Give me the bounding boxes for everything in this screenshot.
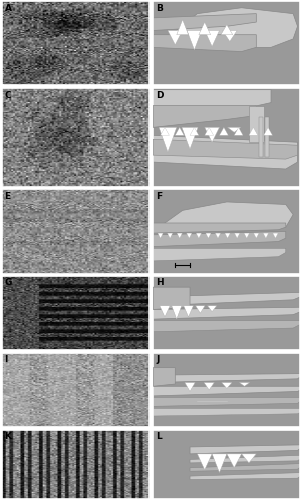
Polygon shape bbox=[205, 128, 220, 142]
Polygon shape bbox=[196, 233, 201, 238]
Polygon shape bbox=[153, 374, 300, 382]
Polygon shape bbox=[254, 233, 259, 238]
Polygon shape bbox=[153, 136, 297, 169]
Polygon shape bbox=[273, 233, 278, 238]
Polygon shape bbox=[190, 128, 199, 136]
Polygon shape bbox=[184, 306, 193, 317]
Polygon shape bbox=[249, 128, 258, 136]
Text: K: K bbox=[5, 432, 11, 440]
Text: I: I bbox=[5, 355, 8, 364]
Polygon shape bbox=[153, 307, 300, 319]
Polygon shape bbox=[196, 306, 205, 313]
Polygon shape bbox=[175, 128, 184, 136]
Text: B: B bbox=[156, 4, 163, 13]
Polygon shape bbox=[244, 233, 249, 238]
Polygon shape bbox=[190, 472, 300, 480]
Polygon shape bbox=[198, 454, 212, 470]
Polygon shape bbox=[153, 34, 256, 51]
Polygon shape bbox=[263, 233, 268, 238]
Polygon shape bbox=[259, 118, 263, 157]
Text: D: D bbox=[156, 90, 164, 100]
Polygon shape bbox=[265, 118, 269, 157]
Polygon shape bbox=[177, 20, 188, 34]
Polygon shape bbox=[235, 233, 240, 238]
Polygon shape bbox=[228, 128, 241, 132]
Polygon shape bbox=[249, 106, 264, 142]
Polygon shape bbox=[159, 128, 177, 152]
Text: H: H bbox=[156, 278, 164, 287]
Polygon shape bbox=[220, 128, 228, 136]
Polygon shape bbox=[205, 128, 214, 136]
Polygon shape bbox=[160, 306, 170, 317]
Polygon shape bbox=[153, 90, 271, 126]
Polygon shape bbox=[199, 22, 211, 34]
Polygon shape bbox=[182, 128, 198, 149]
Polygon shape bbox=[153, 14, 256, 30]
Polygon shape bbox=[153, 320, 300, 332]
Polygon shape bbox=[221, 24, 233, 34]
Polygon shape bbox=[158, 233, 163, 238]
Polygon shape bbox=[153, 223, 286, 233]
Polygon shape bbox=[153, 248, 286, 261]
Polygon shape bbox=[212, 454, 227, 472]
Polygon shape bbox=[153, 398, 300, 406]
Text: C: C bbox=[5, 90, 11, 100]
Polygon shape bbox=[190, 456, 300, 463]
Polygon shape bbox=[185, 382, 195, 392]
Polygon shape bbox=[242, 454, 256, 463]
Polygon shape bbox=[206, 233, 211, 238]
Polygon shape bbox=[227, 454, 242, 468]
Polygon shape bbox=[234, 128, 243, 136]
Polygon shape bbox=[187, 30, 202, 50]
Polygon shape bbox=[187, 233, 192, 238]
Polygon shape bbox=[190, 445, 300, 454]
Text: A: A bbox=[5, 4, 11, 13]
Text: G: G bbox=[5, 278, 12, 287]
Polygon shape bbox=[223, 30, 237, 42]
Polygon shape bbox=[153, 408, 300, 416]
Polygon shape bbox=[222, 382, 232, 388]
Text: F: F bbox=[156, 192, 162, 201]
Polygon shape bbox=[207, 306, 217, 312]
Text: E: E bbox=[5, 192, 11, 201]
Polygon shape bbox=[153, 386, 300, 396]
Polygon shape bbox=[264, 128, 272, 136]
Polygon shape bbox=[239, 382, 250, 386]
Polygon shape bbox=[177, 233, 182, 238]
Polygon shape bbox=[153, 202, 293, 232]
Polygon shape bbox=[190, 464, 300, 471]
Polygon shape bbox=[153, 287, 190, 310]
Polygon shape bbox=[225, 233, 230, 238]
Polygon shape bbox=[153, 106, 256, 128]
Polygon shape bbox=[153, 368, 175, 386]
Polygon shape bbox=[215, 233, 221, 238]
Polygon shape bbox=[153, 292, 300, 306]
Polygon shape bbox=[204, 382, 214, 390]
Polygon shape bbox=[161, 128, 169, 136]
Text: J: J bbox=[156, 355, 159, 364]
Polygon shape bbox=[205, 30, 220, 46]
Polygon shape bbox=[168, 233, 173, 238]
Text: L: L bbox=[156, 432, 162, 440]
Polygon shape bbox=[172, 306, 182, 319]
Polygon shape bbox=[153, 232, 286, 246]
Polygon shape bbox=[153, 140, 297, 159]
Polygon shape bbox=[161, 8, 297, 48]
Polygon shape bbox=[168, 30, 183, 45]
